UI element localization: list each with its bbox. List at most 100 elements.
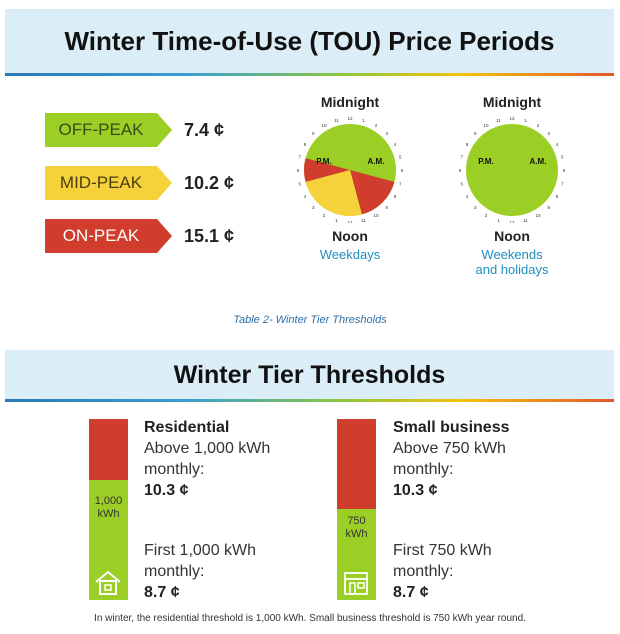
residential-above-line2: monthly: — [144, 461, 205, 478]
residential-first-block: First 1,000 kWh monthly: 8.7 ¢ — [144, 540, 256, 603]
storefront-icon — [344, 572, 368, 595]
weekend-clock-number: 10 — [535, 213, 541, 218]
price-periods-header: Winter Time-of-Use (TOU) Price Periods — [5, 9, 614, 76]
residential-first-value: 8.7 ¢ — [144, 584, 180, 601]
weekend-clock-number: 8 — [556, 194, 559, 199]
footer-note: In winter, the residential threshold is … — [94, 613, 526, 624]
small-business-above-segment — [337, 419, 376, 509]
weekday-clock-number: 6 — [401, 168, 404, 173]
weekday-clock-number: 7 — [299, 155, 302, 160]
weekend-clock-am-label: A.M. — [530, 157, 547, 166]
mid-peak-label: MID-PEAK — [59, 173, 143, 192]
weekend-clock-number: 12 — [509, 117, 515, 121]
small-business-above-line1: Above 750 kWh — [393, 440, 506, 457]
weekday-clock-number: 10 — [373, 213, 379, 218]
header-color-stripe — [5, 73, 614, 76]
weekday-clock-number: 10 — [321, 123, 327, 128]
weekend-clock-number: 2 — [537, 123, 540, 128]
weekdays-caption: Weekdays — [319, 247, 381, 262]
residential-first-line2: monthly: — [144, 563, 205, 580]
weekday-clock-number: 12 — [347, 220, 353, 223]
weekday-clock-number: 12 — [347, 117, 353, 121]
weekday-clock-number: 4 — [394, 142, 397, 147]
tier-thresholds-title: Winter Tier Thresholds — [173, 361, 446, 389]
weekday-clock-number: 2 — [323, 213, 326, 218]
weekend-midnight-label: Midnight — [482, 94, 542, 110]
weekend-clock-number: 5 — [561, 155, 564, 160]
residential-bar-label: 1,000 kWh — [89, 495, 128, 521]
weekend-clock-number: 4 — [556, 142, 559, 147]
residential-above-value: 10.3 ¢ — [144, 482, 189, 499]
off-peak-price: 7.4 ¢ — [184, 120, 225, 140]
residential-bar-label-1: 1,000 — [94, 495, 123, 507]
house-icon — [95, 570, 121, 595]
weekday-clock-number: 11 — [361, 218, 366, 223]
weekend-clock-number: 1 — [497, 218, 500, 223]
weekday-clock-wedge-0 — [350, 170, 395, 215]
small-business-heading: Small business — [393, 419, 510, 436]
weekday-clock-pm-label: P.M. — [316, 157, 331, 166]
residential-above-segment — [89, 419, 128, 480]
weekday-clock-number: 8 — [394, 194, 397, 199]
weekday-clock-number: 3 — [312, 205, 315, 210]
weekend-clock-number: 1 — [524, 118, 527, 123]
residential-threshold-bar: 1,000 kWh — [89, 419, 128, 600]
weekend-clock-number: 8 — [466, 142, 469, 147]
weekends-caption: Weekends and holidays — [452, 247, 572, 277]
small-business-column: Small business Above 750 kWh monthly: 10… — [393, 417, 510, 501]
weekend-clock-face — [466, 124, 558, 216]
off-peak-arrow-shape — [45, 113, 172, 147]
small-business-threshold-bar: 750 kWh — [337, 419, 376, 600]
weekend-clock-number: 6 — [563, 168, 566, 173]
weekend-clock-number: 7 — [561, 181, 564, 186]
weekend-clock-number: 2 — [485, 213, 488, 218]
small-business-above-value: 10.3 ¢ — [393, 482, 438, 499]
weekend-clock-number: 6 — [459, 168, 462, 173]
weekday-clock-number: 6 — [297, 168, 300, 173]
small-business-first-block: First 750 kWh monthly: 8.7 ¢ — [393, 540, 492, 603]
weekend-clock-number: 4 — [466, 194, 469, 199]
weekday-clock-number: 9 — [312, 131, 315, 136]
weekday-clock-number: 5 — [299, 181, 302, 186]
weekday-clock-wedge-1 — [305, 170, 362, 216]
price-periods-title: Winter Time-of-Use (TOU) Price Periods — [64, 26, 555, 56]
small-business-above-line2: monthly: — [393, 461, 454, 478]
small-business-first-segment — [337, 509, 376, 600]
weekend-noon-label: Noon — [494, 228, 530, 244]
weekend-clock-number: 9 — [474, 131, 477, 136]
mid-peak-arrow-shape — [45, 166, 172, 200]
residential-first-line1: First 1,000 kWh — [144, 542, 257, 559]
on-peak-arrow-shape — [45, 219, 172, 253]
weekday-clock-number: 1 — [335, 218, 338, 223]
residential-heading: Residential — [144, 419, 230, 436]
weekend-clock-number: 10 — [483, 123, 489, 128]
weekday-clock-number: 2 — [375, 123, 378, 128]
weekday-clock-number: 11 — [334, 118, 339, 123]
weekend-clock-number: 7 — [461, 155, 464, 160]
weekend-clock-number: 3 — [548, 131, 551, 136]
small-business-first-line1: First 750 kWh — [393, 542, 492, 559]
weekday-clock-number: 3 — [386, 131, 389, 136]
tier-thresholds-header: Winter Tier Thresholds — [5, 350, 614, 402]
small-business-bar-label-2: kWh — [345, 528, 368, 540]
weekday-clock-wedge-2 — [304, 158, 350, 182]
weekday-clock-number: 8 — [304, 142, 307, 147]
residential-bar-label-2: kWh — [97, 508, 120, 520]
header2-color-stripe — [5, 399, 614, 402]
weekends-caption-line1: Weekends — [481, 247, 543, 262]
weekday-noon-label: Noon — [332, 228, 368, 244]
weekday-clock-number: 1 — [362, 118, 365, 123]
on-peak-tag: ON-PEAK — [45, 219, 173, 253]
on-peak-label: ON-PEAK — [62, 226, 140, 245]
weekday-clock-number: 7 — [399, 181, 402, 186]
weekend-clock-number: 5 — [461, 181, 464, 186]
weekday-clock-number: 9 — [386, 205, 389, 210]
weekend-clock-number: 11 — [523, 218, 528, 223]
weekday-clock-number: 4 — [304, 194, 307, 199]
residential-above-line1: Above 1,000 kWh — [144, 440, 271, 457]
residential-column: Residential Above 1,000 kWh monthly: 10.… — [144, 417, 270, 501]
weekend-clock-number: 3 — [474, 205, 477, 210]
weekend-clock-number: 12 — [509, 220, 515, 223]
mid-peak-tag: MID-PEAK — [45, 166, 173, 200]
